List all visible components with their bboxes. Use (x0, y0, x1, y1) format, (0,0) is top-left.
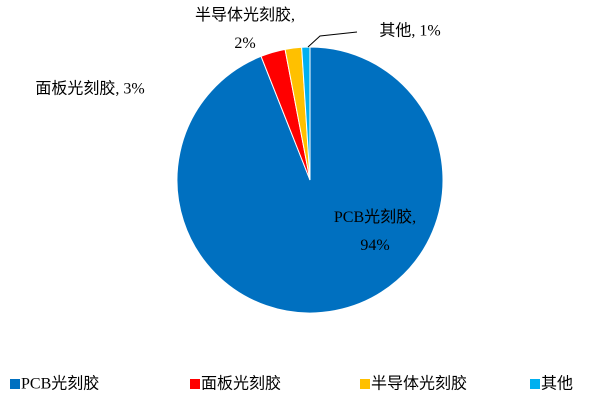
data-label: 其他, 1% (379, 22, 440, 40)
data-label-line: PCB光刻胶, (334, 208, 416, 226)
data-label: 面板光刻胶, 3% (35, 80, 144, 98)
data-label-line: 2% (234, 35, 255, 52)
data-label: 半导体光刻胶, 2% (195, 6, 295, 52)
leader-line (307, 31, 358, 48)
data-label-line: 94% (360, 237, 389, 254)
legend-swatch (10, 379, 20, 389)
legend-label: PCB光刻胶 (21, 375, 99, 393)
legend-label: 面板光刻胶 (201, 375, 281, 393)
legend-swatch (190, 379, 200, 389)
legend-swatch (530, 379, 540, 389)
data-label-line: 半导体光刻胶, (195, 6, 295, 24)
data-label: PCB光刻胶, 94% (334, 208, 416, 254)
legend-swatch (360, 379, 370, 389)
pie-slice (301, 46, 311, 181)
legend-label: 其他 (541, 375, 573, 393)
legend-label: 半导体光刻胶 (371, 375, 467, 393)
